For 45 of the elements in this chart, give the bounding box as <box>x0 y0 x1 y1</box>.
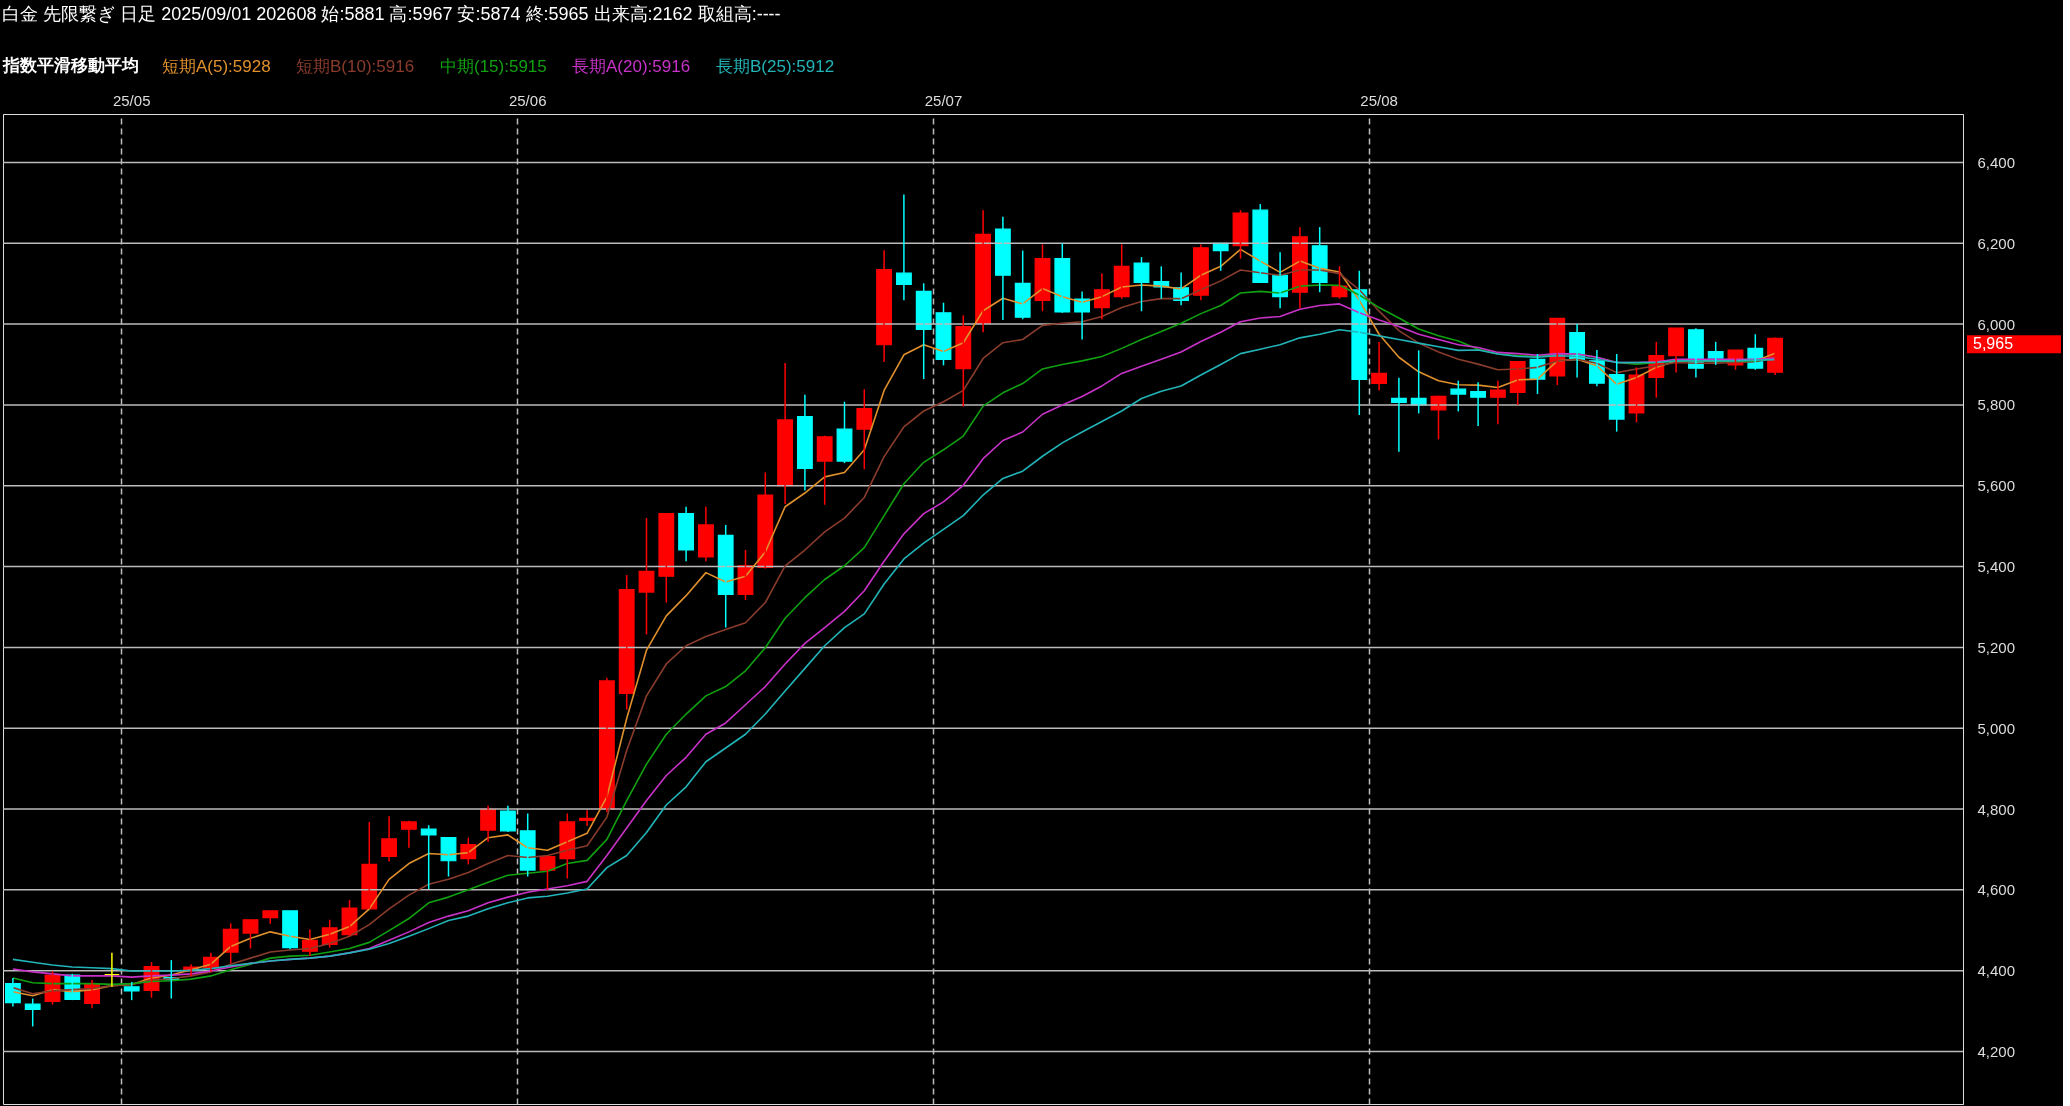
text: 長期A(20):5916 <box>572 56 691 76</box>
x-tick-label: 25/06 <box>508 91 547 109</box>
candlestick <box>816 434 833 506</box>
y-tick-label: 6,200 <box>1977 234 2016 252</box>
candlestick <box>103 952 120 988</box>
y-tick-label: 5,400 <box>1977 558 2016 576</box>
candlestick <box>420 824 437 890</box>
text: 短期B(10):5916 <box>296 56 415 76</box>
y-tick-label: 5,200 <box>1977 638 2016 656</box>
candlestick <box>1450 379 1467 413</box>
y-tick-label: 5,600 <box>1977 477 2016 495</box>
candlestick <box>381 815 398 863</box>
text: 中期(15):5915 <box>440 56 547 76</box>
x-tick-label: 25/07 <box>924 91 963 109</box>
candlestick <box>400 819 417 849</box>
candlestick <box>1489 379 1506 426</box>
text: 短期A(5):5928 <box>162 56 271 76</box>
legend-title: 指数平滑移動平均 <box>2 56 139 75</box>
y-tick-label: 5,000 <box>1977 719 2016 737</box>
candlestick <box>618 574 635 711</box>
candlestick <box>1470 381 1487 427</box>
y-tick-label: 4,600 <box>1977 881 2016 899</box>
candlestick <box>757 471 774 570</box>
candlestick <box>678 506 695 563</box>
chart-title: 白金 先限繋ぎ 日足 2025/09/01 202608 始:5881 高:5967 安:5874 終:5965 出来高:2162 取組高:---- <box>2 4 781 24</box>
x-tick-label: 25/05 <box>112 91 151 109</box>
candlestick <box>242 918 259 950</box>
candlestick <box>658 512 675 604</box>
x-tick-label: 25/08 <box>1360 91 1398 109</box>
candlestick <box>856 388 873 470</box>
candlestick <box>123 981 140 1001</box>
candlestick <box>717 524 734 629</box>
candlestick <box>1133 256 1150 312</box>
y-tick-label: 4,400 <box>1977 962 2016 980</box>
y-tick-label: 6,000 <box>1977 315 2016 333</box>
y-tick-label: 5,800 <box>1977 396 2016 414</box>
y-tick-label: 4,200 <box>1977 1042 2016 1060</box>
candlestick <box>697 506 714 563</box>
candlestick <box>638 517 655 636</box>
text: 5,965 <box>1973 335 2014 353</box>
y-tick-label: 4,800 <box>1977 800 2016 818</box>
text: 長期B(25):5912 <box>716 56 835 76</box>
candlestick <box>915 282 932 380</box>
candlestick <box>1054 242 1071 314</box>
y-tick-label: 6,400 <box>1977 153 2016 171</box>
